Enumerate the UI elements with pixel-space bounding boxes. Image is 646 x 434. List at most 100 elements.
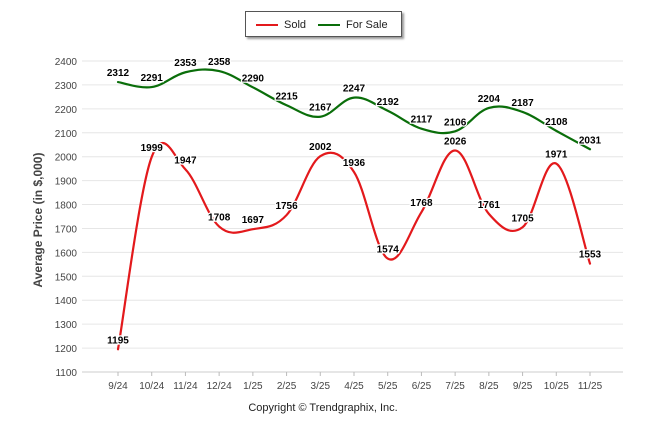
data-point-for-sale[interactable]	[487, 106, 491, 110]
x-tick-label: 3/25	[311, 381, 331, 392]
data-label-for-sale: 2247	[343, 84, 366, 95]
legend-item-for-sale[interactable]: For Sale	[318, 18, 388, 32]
data-point-sold[interactable]	[487, 212, 491, 216]
data-label-for-sale: 2167	[309, 103, 332, 114]
x-tick-label: 1/25	[243, 381, 263, 392]
data-label-for-sale: 2117	[411, 115, 433, 126]
legend-label-for-sale: For Sale	[346, 19, 388, 31]
series-line-for-sale[interactable]	[116, 68, 592, 151]
data-label-for-sale: 2290	[242, 73, 265, 84]
data-point-for-sale[interactable]	[352, 96, 356, 100]
data-point-for-sale[interactable]	[386, 109, 390, 113]
data-point-sold[interactable]	[217, 225, 221, 229]
data-point-sold[interactable]	[453, 148, 457, 152]
data-label-sold: 1708	[208, 213, 231, 224]
y-tick-label: 2400	[55, 57, 78, 68]
data-point-for-sale[interactable]	[588, 147, 592, 151]
data-label-sold: 1553	[579, 250, 602, 261]
x-tick-label: 7/25	[445, 381, 465, 392]
data-point-for-sale[interactable]	[116, 80, 120, 84]
data-label-sold: 1947	[174, 155, 197, 166]
data-point-for-sale[interactable]	[183, 70, 187, 74]
data-label-sold: 1705	[511, 213, 534, 224]
data-label-sold: 1195	[107, 335, 129, 346]
x-tick-label: 5/25	[378, 381, 398, 392]
x-axis-ticks: 9/24 10/24 11/24 12/24 1/25 2/25 3/25 4/25 5/25 6…	[108, 372, 603, 392]
data-label-sold: 2026	[444, 136, 467, 147]
y-tick-label: 1500	[55, 272, 78, 283]
x-tick-label: 12/24	[207, 381, 232, 392]
data-label-sold: 1936	[343, 158, 366, 169]
data-point-sold[interactable]	[150, 155, 154, 159]
data-point-sold[interactable]	[285, 213, 289, 217]
data-point-sold[interactable]	[588, 262, 592, 266]
series-line-sold[interactable]	[116, 141, 592, 351]
legend-label-sold: Sold	[284, 19, 307, 31]
x-tick-label: 9/24	[108, 381, 128, 392]
y-tick-label: 1400	[55, 296, 78, 307]
y-tick-label: 2200	[55, 105, 78, 116]
legend-swatch-for-sale	[318, 24, 340, 27]
data-point-sold[interactable]	[419, 210, 423, 214]
y-tick-label: 2300	[55, 81, 78, 92]
data-point-for-sale[interactable]	[419, 127, 423, 131]
x-tick-label: 11/25	[578, 381, 603, 392]
data-label-sold: 1768	[410, 198, 433, 209]
legend-item-sold[interactable]: Sold	[256, 18, 306, 32]
data-point-sold[interactable]	[521, 225, 525, 229]
data-point-for-sale[interactable]	[217, 69, 221, 73]
x-tick-label: 4/25	[344, 381, 364, 392]
data-label-for-sale: 2353	[174, 58, 197, 69]
x-tick-label: 2/25	[277, 381, 297, 392]
data-point-for-sale[interactable]	[521, 110, 525, 114]
data-point-for-sale[interactable]	[554, 129, 558, 133]
data-label-for-sale: 2358	[208, 57, 231, 68]
y-axis-ticks: 1100 1200 1300 1400 1500 1600 1700 1800 1900 2000…	[55, 57, 78, 379]
data-point-for-sale[interactable]	[150, 85, 154, 89]
data-label-for-sale: 2106	[444, 117, 467, 128]
x-tick-label: 11/24	[173, 381, 198, 392]
y-tick-label: 1300	[55, 320, 78, 331]
data-label-sold: 1756	[275, 201, 298, 212]
data-label-sold: 1971	[545, 150, 568, 161]
y-tick-label: 1900	[55, 177, 78, 188]
x-tick-label: 10/25	[544, 381, 569, 392]
data-label-for-sale: 2204	[478, 94, 501, 105]
y-tick-label: 2100	[55, 129, 78, 140]
data-label-sold: 1574	[377, 245, 400, 256]
y-tick-label: 1200	[55, 344, 78, 355]
data-label-for-sale: 2187	[511, 98, 534, 109]
y-axis-title: Average Price (in $,000)	[31, 152, 45, 288]
x-tick-label: 8/25	[479, 381, 499, 392]
data-label-for-sale: 2215	[275, 91, 298, 102]
data-point-sold[interactable]	[386, 257, 390, 261]
data-label-sold: 1761	[478, 200, 501, 211]
data-point-sold[interactable]	[352, 170, 356, 174]
x-tick-label: 6/25	[412, 381, 432, 392]
grid-lines	[82, 60, 623, 373]
data-point-for-sale[interactable]	[453, 129, 457, 133]
data-point-for-sale[interactable]	[285, 103, 289, 107]
data-point-sold[interactable]	[251, 227, 255, 231]
data-point-for-sale[interactable]	[318, 115, 322, 119]
data-labels: 1195 1999 1947 1708 1697 1756 2002 1936 1574 1768…	[106, 56, 603, 348]
y-tick-label: 2000	[55, 153, 78, 164]
data-label-sold: 1999	[141, 143, 164, 154]
data-point-sold[interactable]	[554, 162, 558, 166]
y-tick-label: 1800	[55, 201, 78, 212]
data-label-for-sale: 2192	[377, 97, 400, 108]
data-label-for-sale: 2108	[545, 117, 568, 128]
data-label-for-sale: 2312	[107, 68, 130, 79]
y-tick-label: 1100	[55, 368, 77, 379]
data-point-sold[interactable]	[318, 154, 322, 158]
copyright-text: Copyright © Trendgraphix, Inc.	[248, 402, 398, 414]
data-point-sold[interactable]	[116, 347, 120, 351]
data-label-sold: 2002	[309, 142, 332, 153]
data-point-sold[interactable]	[183, 167, 187, 171]
data-point-for-sale[interactable]	[251, 85, 255, 89]
data-label-sold: 1697	[242, 215, 265, 226]
y-tick-label: 1600	[55, 248, 78, 259]
x-tick-label: 10/24	[139, 381, 164, 392]
